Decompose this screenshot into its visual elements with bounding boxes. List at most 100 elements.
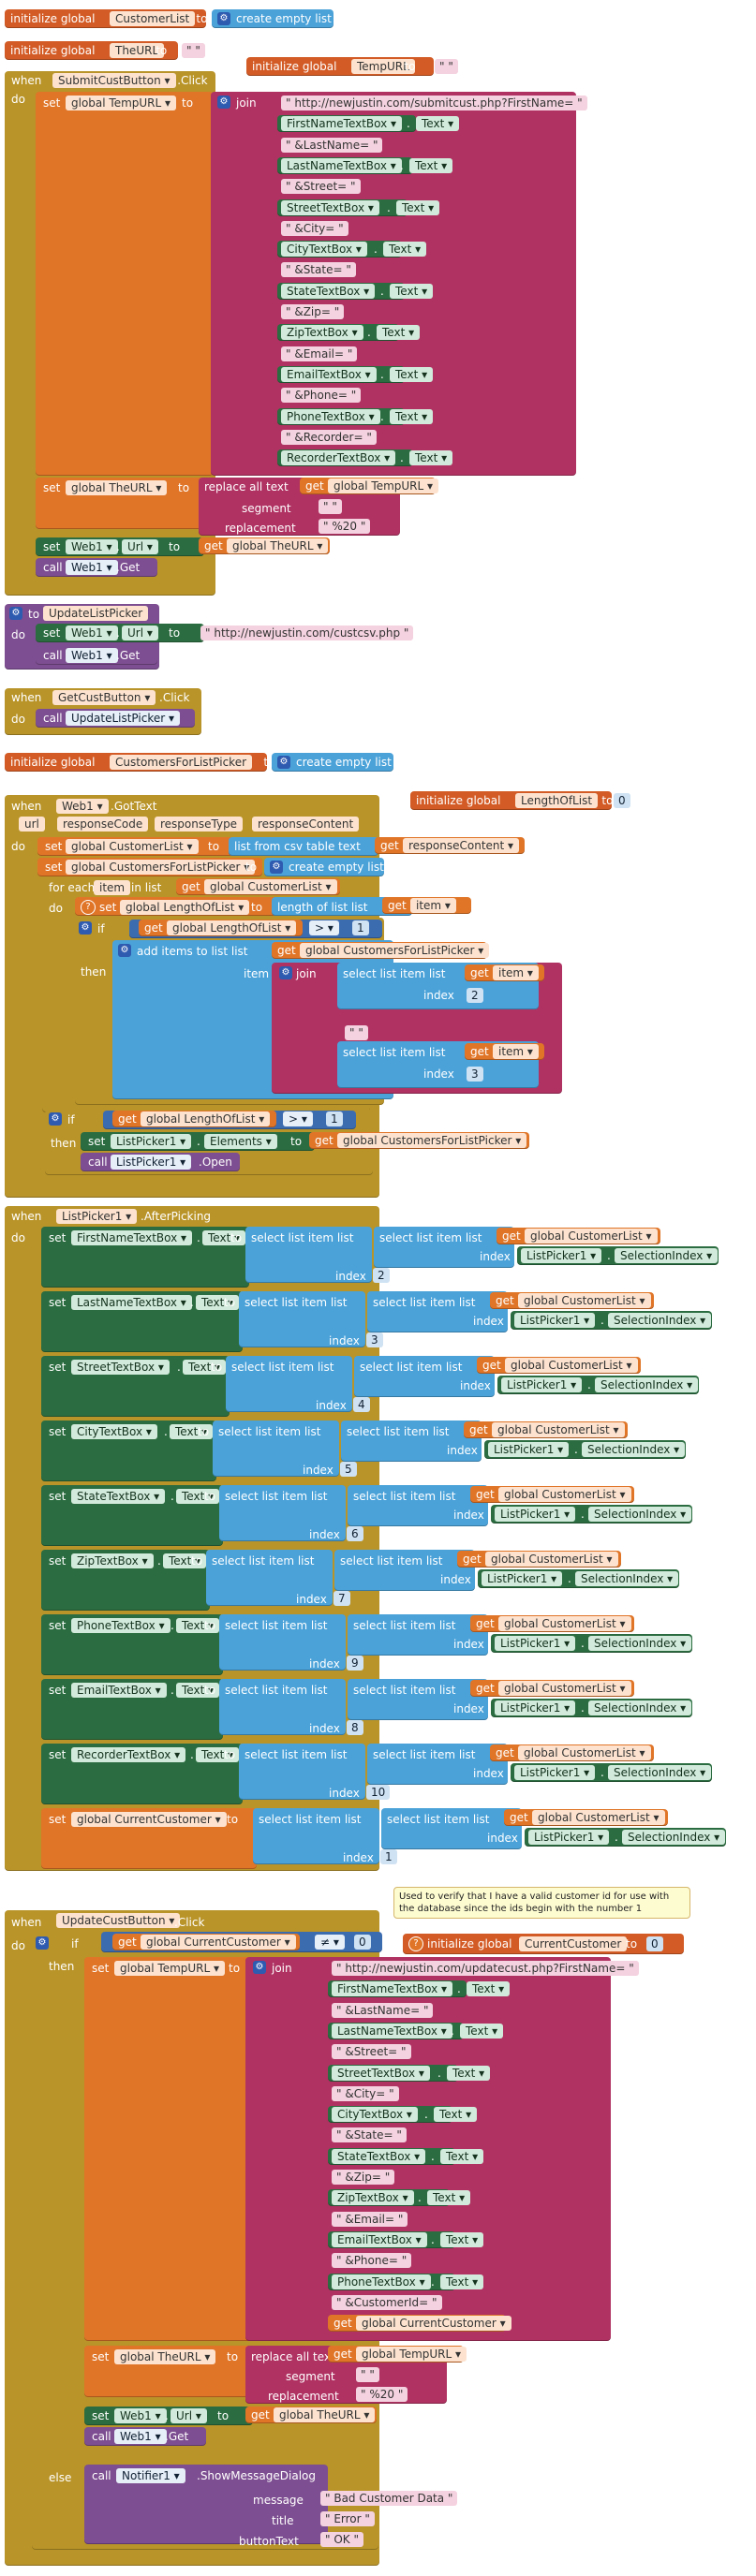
select-list-item-inner[interactable] [367,1744,508,1785]
join-item-string[interactable]: " &Zip= " [332,2170,395,2185]
select-list-item-outer[interactable] [226,1356,352,1412]
component-dropdown[interactable]: ListPicker1 ▾ [501,1377,583,1392]
component-dropdown[interactable]: StreetTextBox ▾ [332,2065,430,2081]
variable-dropdown[interactable]: global CustomersForListPicker ▾ [66,860,256,875]
property-dropdown[interactable]: Text ▾ [440,2148,484,2164]
select-list-item-outer[interactable] [239,1744,365,1800]
property-dropdown[interactable]: Text ▾ [390,283,434,299]
gear-icon[interactable]: ⚙ [79,921,92,935]
property-dropdown[interactable]: SelectionIndex ▾ [588,1636,692,1651]
component-dropdown[interactable]: EmailTextBox ▾ [332,2231,427,2247]
operator-dropdown[interactable]: > ▾ [283,1111,313,1126]
variable-dropdown[interactable]: global TheURL ▾ [274,2407,376,2422]
event-parameter[interactable]: responseType [155,817,244,832]
component-dropdown[interactable]: PhoneTextBox ▾ [71,1618,170,1633]
variable-dropdown[interactable]: global CustomerList ▾ [532,1810,665,1825]
property-dropdown[interactable]: Text ▾ [183,1360,227,1375]
variable-dropdown[interactable]: global TheURL ▾ [114,2349,216,2364]
event-parameter[interactable]: url [19,817,45,832]
property-dropdown[interactable]: Text ▾ [416,116,460,132]
variable-dropdown[interactable]: item ▾ [493,1044,539,1059]
component-dropdown[interactable]: ListPicker1 ▾ [488,1442,570,1457]
join-item-string[interactable]: " &Zip= " [281,304,345,319]
global-name-field[interactable]: TempURL [351,59,415,74]
operator-dropdown[interactable]: ≠ ▾ [315,1935,345,1950]
join-item-string[interactable]: " http://newjustin.com/updatecust.php?Fi… [332,1961,639,1976]
create-empty-list-block[interactable] [212,9,334,28]
select-list-item-inner[interactable] [367,1291,508,1332]
property-dropdown[interactable]: Text ▾ [460,2023,504,2039]
component-dropdown[interactable]: Web1 ▾ [114,2408,167,2423]
zero-number[interactable]: 0 [646,1936,663,1951]
property-dropdown[interactable]: Text ▾ [427,2190,471,2206]
create-empty-list-block-3[interactable] [264,858,384,876]
component-dropdown[interactable]: ListPicker1 ▾ [514,1313,596,1328]
component-dropdown[interactable]: StateTextBox ▾ [332,2148,426,2164]
gear-icon[interactable]: ⚙ [9,607,22,620]
select-list-item-inner[interactable] [341,1420,482,1462]
empty-text-string[interactable]: " " [435,59,458,74]
property-dropdown[interactable]: Text ▾ [163,1553,207,1568]
index-number[interactable]: 9 [347,1656,363,1671]
component-dropdown[interactable]: LastNameTextBox ▾ [71,1295,192,1310]
select-list-item-inner[interactable] [374,1227,514,1268]
zero-number[interactable]: 0 [354,1935,371,1950]
gear-icon[interactable]: ⚙ [217,12,230,25]
property-dropdown[interactable]: SelectionIndex ▾ [615,1248,719,1263]
select-list-item-inner[interactable] [348,1679,488,1720]
event-component-dropdown[interactable]: UpdateCustButton ▾ [56,1913,181,1928]
event-component-dropdown[interactable]: Web1 ▾ [56,799,109,814]
select-list-item-outer[interactable] [219,1485,346,1541]
select-list-item-inner[interactable] [348,1485,488,1526]
global-name-field[interactable]: TheURL [110,43,165,58]
index-number[interactable]: 2 [373,1268,390,1283]
segment-string[interactable]: " " [356,2367,379,2382]
index-number[interactable]: 7 [334,1591,350,1606]
replacement-string[interactable]: " %20 " [319,519,371,534]
event-component-dropdown[interactable]: ListPicker1 ▾ [56,1209,138,1224]
component-dropdown[interactable]: ListPicker1 ▾ [514,1765,596,1780]
join-item-string[interactable]: " &Phone= " [281,388,362,404]
component-dropdown[interactable]: FirstNameTextBox ▾ [281,116,403,132]
component-dropdown[interactable]: EmailTextBox ▾ [71,1683,167,1698]
component-dropdown[interactable]: CityTextBox ▾ [71,1424,157,1439]
component-dropdown[interactable]: CityTextBox ▾ [332,2107,418,2123]
component-dropdown[interactable]: FirstNameTextBox ▾ [71,1230,193,1245]
component-dropdown[interactable]: ListPicker1 ▾ [495,1507,576,1522]
property-dropdown[interactable]: Text ▾ [176,1489,220,1504]
property-dropdown[interactable]: Text ▾ [390,408,434,424]
property-dropdown[interactable]: Text ▾ [196,1295,240,1310]
gear-icon[interactable]: ⚙ [118,944,131,957]
variable-dropdown[interactable]: global LengthOfList ▾ [167,920,297,935]
replacement-string[interactable]: " %20 " [356,2387,408,2402]
property-dropdown[interactable]: Text ▾ [467,1981,511,1997]
select-list-item-outer[interactable] [206,1550,333,1606]
variable-dropdown[interactable]: global CustomerList ▾ [498,1487,631,1502]
empty-text-string[interactable]: " " [182,43,205,58]
component-dropdown[interactable]: StreetTextBox ▾ [71,1360,170,1375]
event-parameter[interactable]: responseContent [252,817,360,832]
property-dropdown[interactable]: Text ▾ [440,2274,484,2289]
event-component-dropdown[interactable]: GetCustButton ▾ [52,690,156,705]
loop-variable-field[interactable]: item [94,880,131,895]
property-dropdown[interactable]: SelectionIndex ▾ [575,1571,679,1586]
variable-dropdown[interactable]: item ▾ [493,965,539,980]
create-empty-list-block-2[interactable] [272,753,393,772]
message-string[interactable]: " Bad Customer Data " [320,2491,458,2506]
variable-dropdown[interactable]: global CustomerList ▾ [498,1616,631,1631]
operator-dropdown[interactable]: > ▾ [309,920,339,935]
component-dropdown[interactable]: LastNameTextBox ▾ [281,157,402,173]
two-number[interactable]: 2 [467,988,483,1003]
component-dropdown[interactable]: ListPicker1 ▾ [111,1134,192,1149]
component-dropdown[interactable]: ListPicker1 ▾ [495,1636,576,1651]
set-tempurl-block-2[interactable] [84,1957,262,2341]
join-item-string[interactable]: " &Email= " [281,346,358,361]
component-dropdown[interactable]: Web1 ▾ [66,560,118,575]
variable-dropdown[interactable]: global CustomerList ▾ [66,839,199,854]
global-name-field[interactable]: CurrentCustomer [519,1936,628,1951]
component-dropdown[interactable]: ZipTextBox ▾ [71,1553,154,1568]
component-dropdown[interactable]: Web1 ▾ [114,2429,167,2444]
component-dropdown[interactable]: ListPicker1 ▾ [528,1830,610,1845]
property-dropdown[interactable]: Text ▾ [377,325,421,341]
component-dropdown[interactable]: FirstNameTextBox ▾ [332,1981,453,1997]
